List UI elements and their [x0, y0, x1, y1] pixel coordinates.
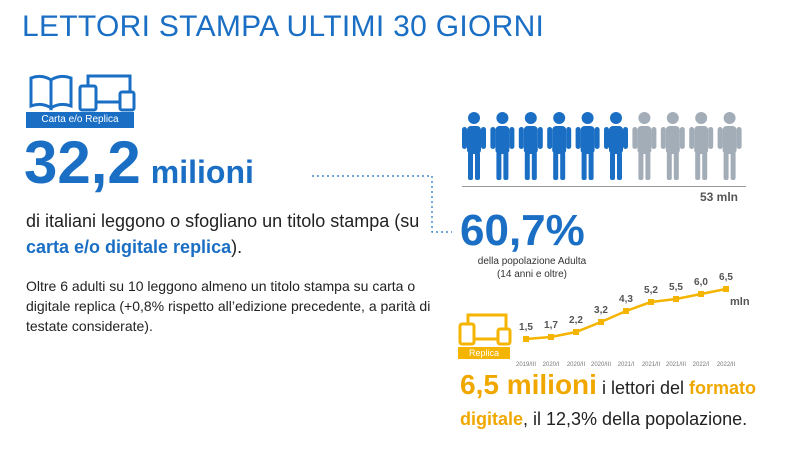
person-icon-reader — [547, 112, 572, 180]
x-tick-label: 2021/II — [642, 362, 661, 366]
percent-subtitle: della popolazione Adulta (14 anni e oltre… — [462, 255, 602, 281]
population-pictogram — [462, 112, 742, 180]
secondary-description: Oltre 6 adulti su 10 leggono almeno un t… — [26, 278, 431, 334]
person-icon-nonreader — [632, 112, 657, 180]
digital-line-1: 6,5 milioni i lettori del formato — [460, 370, 756, 403]
person-icon-nonreader — [660, 112, 685, 180]
x-tick-label: 2022/II — [717, 362, 736, 366]
data-point — [573, 329, 579, 335]
x-tick-label: 2019/III — [516, 362, 536, 366]
data-point — [673, 296, 679, 302]
data-point — [648, 299, 654, 305]
x-tick-label: 2020/I — [543, 362, 560, 366]
book-and-devices-icon — [29, 74, 136, 112]
x-tick-label: 2022/I — [693, 362, 710, 366]
person-icon-nonreader — [689, 112, 714, 180]
desc-prefix: di italiani leggono o sfogliano un titol… — [26, 211, 420, 231]
desc-highlight: carta e/o digitale replica — [26, 237, 232, 257]
data-label: 5,2 — [644, 285, 658, 296]
main-readers-value: 32,2 milioni — [24, 128, 254, 207]
population-total-label: 53 mln — [700, 190, 739, 204]
data-point — [523, 336, 529, 342]
desc-suffix: ). — [231, 237, 243, 257]
digital-line-2: digitale, il 12,3% della popolazione. — [460, 406, 747, 432]
x-tick-label: 2021/III — [666, 362, 686, 366]
person-icon-reader — [604, 112, 628, 180]
digital-value: 6,5 milioni — [460, 369, 597, 400]
person-icon-reader — [575, 112, 600, 180]
data-point — [623, 308, 629, 314]
person-icon-reader — [518, 112, 543, 180]
digital-text-2: , il 12,3% della popolazione. — [523, 409, 748, 429]
data-point — [723, 286, 729, 292]
percent-sub-line-2: (14 anni e oltre) — [496, 269, 568, 280]
data-point — [548, 334, 554, 340]
data-label: 6,0 — [694, 277, 708, 288]
digital-highlight-2: digitale — [460, 409, 524, 429]
population-baseline — [462, 186, 746, 187]
data-label: 3,2 — [594, 305, 608, 316]
data-label: 4,3 — [619, 294, 633, 305]
percent-sub-line-1: della popolazione Adulta — [477, 256, 587, 267]
main-value: 32,2 — [24, 129, 141, 196]
unit-label: mln — [730, 296, 750, 308]
main-unit: milioni — [150, 154, 254, 190]
x-tick-label: 2021/I — [618, 362, 635, 366]
replica-label: Replica — [458, 347, 510, 359]
digital-highlight-1: formato — [688, 378, 756, 398]
x-tick-label: 2020/II — [567, 362, 586, 366]
data-point — [598, 319, 604, 325]
data-label: 1,7 — [544, 320, 558, 331]
data-label: 5,5 — [669, 282, 683, 293]
page-title: LETTORI STAMPA ULTIMI 30 GIORNI — [22, 10, 545, 43]
person-icon-reader — [490, 112, 515, 180]
digital-readers-chart: 1,5 2019/III 1,7 2020/I 2,2 2020/II 3,2 2020/II… — [516, 272, 750, 366]
person-icon-reader — [462, 112, 486, 180]
data-label: 6,5 — [719, 272, 733, 283]
main-description: di italiani leggono o sfogliano un titol… — [26, 208, 426, 260]
x-tick-label: 2020/III — [591, 362, 611, 366]
print-label: Carta e/o Replica — [26, 112, 134, 128]
digital-text-1: i lettori del — [596, 378, 689, 398]
data-label: 1,5 — [519, 322, 533, 333]
data-label: 2,2 — [569, 315, 583, 326]
percent-value: 60,7% — [460, 206, 585, 255]
data-point — [698, 291, 704, 297]
person-icon-nonreader — [717, 112, 742, 180]
replica-devices-icon — [458, 313, 512, 346]
